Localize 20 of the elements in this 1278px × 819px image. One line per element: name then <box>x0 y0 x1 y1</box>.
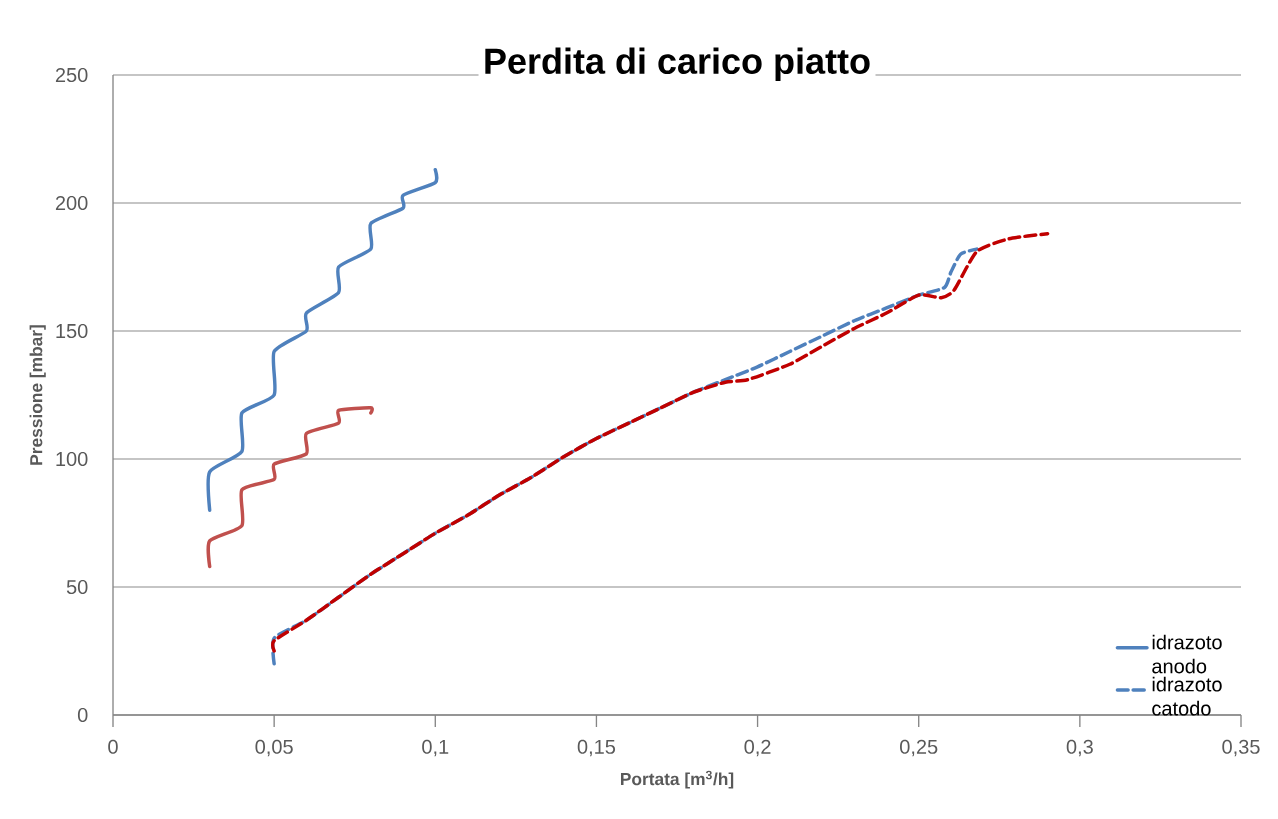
x-axis-title: Portata [m$^{3}$/h] <box>621 770 734 789</box>
y-tick-label: 150 <box>56 323 88 339</box>
y-tick-label: 200 <box>55 195 88 211</box>
x-tick-label: 0,25 <box>900 739 938 757</box>
line-series <box>206 167 439 512</box>
x-tick-label: 0,1 <box>422 739 449 757</box>
x-tick-label: 0,15 <box>577 739 616 757</box>
chart-title: Perdita di carico piatto <box>485 47 870 82</box>
x-tick-label: 0,35 <box>1222 739 1260 757</box>
y-tick-label: 250 <box>55 67 88 83</box>
y-tick-label: 50 <box>66 579 88 595</box>
x-tick-label: 0,3 <box>1066 739 1093 757</box>
y-tick-label: 100 <box>56 451 88 467</box>
x-tick-label: 0,05 <box>255 739 293 757</box>
x-tick-label: 0,2 <box>744 739 771 757</box>
x-tick-label: 0 <box>108 739 118 754</box>
legend-label: idrazoto catodo <box>1152 676 1222 716</box>
y-tick-label: 0 <box>77 707 88 723</box>
y-axis-title: Pressione [mbar] <box>29 325 46 465</box>
line-series <box>206 406 374 569</box>
